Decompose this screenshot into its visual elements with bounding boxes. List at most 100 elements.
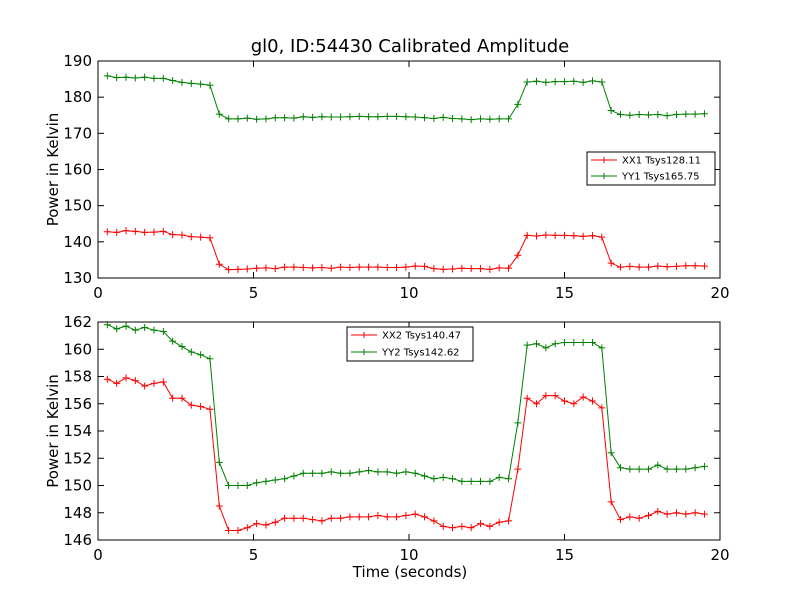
bottom-data-point	[570, 400, 578, 408]
bottom-y-tick-label: 152	[63, 449, 92, 467]
bottom-data-point	[495, 473, 503, 481]
bottom-legend-label-xx2: XX2 Tsys140.47	[382, 331, 461, 342]
bottom-data-point	[393, 513, 401, 521]
bottom-data-point	[206, 355, 214, 363]
top-data-point	[579, 232, 587, 240]
bottom-data-point	[514, 465, 522, 473]
bottom-data-point	[215, 502, 223, 510]
top-data-point	[672, 262, 680, 270]
top-data-point	[327, 264, 335, 272]
top-data-point	[169, 77, 177, 85]
top-data-point	[318, 264, 326, 272]
bottom-data-point	[542, 392, 550, 400]
top-x-tick-label: 20	[710, 284, 729, 302]
top-data-point	[495, 264, 503, 272]
bottom-data-point	[579, 393, 587, 401]
top-data-point	[299, 113, 307, 121]
top-data-point	[682, 262, 690, 270]
top-data-point	[533, 77, 541, 85]
top-data-point	[421, 262, 429, 270]
bottom-data-point	[187, 348, 195, 356]
bottom-data-point	[700, 462, 708, 470]
top-data-point	[439, 113, 447, 121]
bottom-data-point	[411, 510, 419, 518]
bottom-data-point	[131, 377, 139, 385]
top-y-tick-label: 160	[63, 161, 92, 179]
top-data-point	[486, 115, 494, 123]
top-data-point	[607, 259, 615, 267]
top-data-point	[393, 264, 401, 272]
bottom-data-point	[635, 465, 643, 473]
bottom-data-point	[616, 516, 624, 524]
top-data-point	[327, 113, 335, 121]
bottom-data-point	[598, 404, 606, 412]
bottom-panel: Power in Kelvin Time (seconds) 0 5 10 15 20 1…	[44, 313, 730, 581]
top-data-point	[570, 77, 578, 85]
top-data-point	[449, 115, 457, 123]
top-data-point	[477, 115, 485, 123]
top-data-point	[318, 113, 326, 121]
bottom-data-point	[458, 477, 466, 485]
top-data-point	[635, 263, 643, 271]
top-data-point	[234, 115, 242, 123]
bottom-data-point	[122, 374, 130, 382]
top-legend-box	[586, 151, 716, 186]
bottom-data-point	[122, 322, 130, 330]
top-data-point	[337, 113, 345, 121]
bottom-data-point	[691, 509, 699, 517]
top-data-point	[103, 72, 111, 80]
bottom-data-point	[570, 338, 578, 346]
bottom-data-point	[533, 340, 541, 348]
top-data-point	[253, 115, 261, 123]
top-y-tick-label: 180	[63, 88, 92, 106]
top-data-point	[505, 115, 513, 123]
top-data-point	[458, 264, 466, 272]
bottom-data-point	[393, 469, 401, 477]
bottom-x-tick-label: 20	[710, 546, 729, 564]
bottom-data-point	[113, 325, 121, 333]
bottom-y-tick-label: 146	[63, 531, 92, 549]
top-data-point	[225, 266, 233, 274]
top-data-point	[598, 78, 606, 86]
bottom-data-point	[374, 511, 382, 519]
bottom-y-tick-label: 162	[63, 313, 92, 331]
bottom-data-point	[262, 477, 270, 485]
top-data-point	[505, 264, 513, 272]
bottom-data-point	[262, 521, 270, 529]
bottom-data-point	[197, 402, 205, 410]
top-x-tick-label: 10	[399, 284, 418, 302]
bottom-data-point	[430, 517, 438, 525]
bottom-data-point	[337, 514, 345, 522]
bottom-data-point	[672, 509, 680, 517]
top-data-point	[131, 227, 139, 235]
bottom-data-point	[374, 468, 382, 476]
top-data-point	[672, 111, 680, 119]
top-data-point	[281, 114, 289, 122]
bottom-data-point	[346, 513, 354, 521]
top-data-point	[141, 73, 149, 81]
bottom-legend-box	[346, 326, 474, 362]
top-data-point	[486, 265, 494, 273]
top-data-point	[346, 113, 354, 121]
bottom-data-point	[663, 510, 671, 518]
bottom-data-point	[458, 522, 466, 530]
top-data-point	[355, 112, 363, 120]
top-data-point	[150, 74, 158, 82]
top-data-point	[383, 264, 391, 272]
bottom-y-tick-label: 160	[63, 340, 92, 358]
chart-title: gl0, ID:54430 Calibrated Amplitude	[251, 36, 570, 57]
bottom-data-point	[197, 351, 205, 359]
bottom-data-point	[579, 338, 587, 346]
bottom-data-point	[486, 477, 494, 485]
bottom-data-point	[159, 328, 167, 336]
bottom-x-tick-label: 0	[93, 546, 103, 564]
top-data-point	[374, 263, 382, 271]
top-data-point	[439, 265, 447, 273]
top-data-point	[365, 263, 373, 271]
bottom-data-point	[253, 479, 261, 487]
bottom-data-point	[131, 326, 139, 334]
top-data-point	[421, 114, 429, 122]
bottom-y-tick-label: 156	[63, 395, 92, 413]
bottom-data-point	[383, 513, 391, 521]
bottom-data-point	[402, 468, 410, 476]
